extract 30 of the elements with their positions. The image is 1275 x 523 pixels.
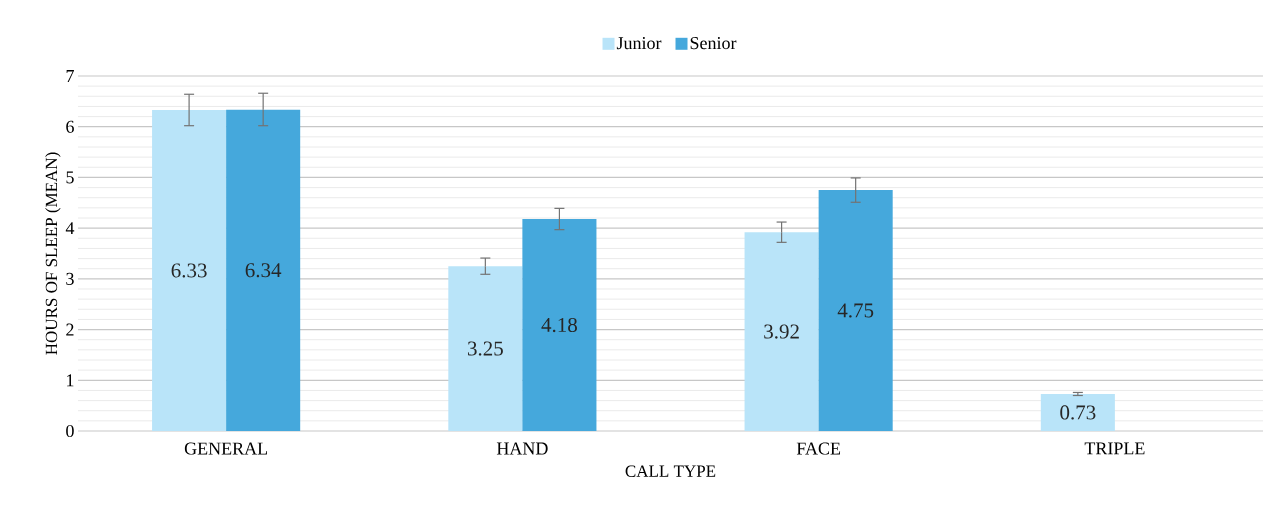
y-tick-label: 0 xyxy=(66,424,74,438)
bar xyxy=(818,190,893,431)
x-tick-label: TRIPLE xyxy=(1084,442,1145,455)
x-tick-label: HAND xyxy=(496,442,548,455)
data-label: 6.33 xyxy=(171,263,207,278)
y-tick-label: 2 xyxy=(66,323,74,336)
x-tick-label: GENERAL xyxy=(184,442,268,455)
y-tick-label: 1 xyxy=(67,374,74,387)
legend-label: Junior xyxy=(616,37,662,50)
y-tick-label: 7 xyxy=(66,70,74,82)
bar xyxy=(448,266,523,431)
data-label: 3.92 xyxy=(764,324,799,339)
data-label: 6.34 xyxy=(245,263,282,278)
x-axis-title: CALL TYPE xyxy=(625,465,716,477)
legend-label: Senior xyxy=(690,37,737,50)
data-label: 3.25 xyxy=(467,341,503,356)
y-axis-title: HOURS OF SLEEP (MEAN) xyxy=(45,152,61,355)
bar xyxy=(1040,393,1115,431)
y-tick-label: 6 xyxy=(66,120,74,133)
data-label: 4.75 xyxy=(837,303,874,318)
x-tick-label: FACE xyxy=(796,442,841,455)
y-tick-label: 3 xyxy=(66,272,74,285)
y-tick-label: 5 xyxy=(66,171,74,184)
bar xyxy=(226,109,301,431)
data-label: 4.18 xyxy=(541,317,577,333)
data-label: 0.73 xyxy=(1060,405,1096,420)
y-tick-label: 4 xyxy=(65,222,75,235)
bar xyxy=(744,232,819,431)
bar xyxy=(522,219,597,431)
bar xyxy=(152,109,227,431)
